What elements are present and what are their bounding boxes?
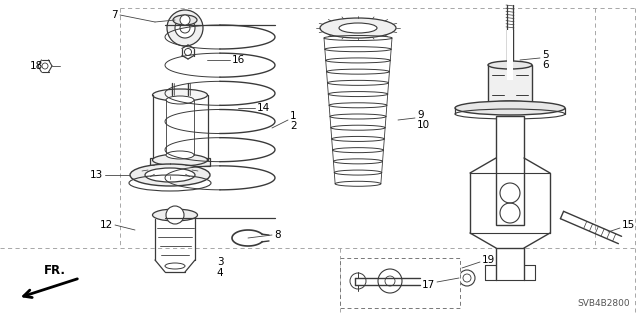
Bar [507,30,513,80]
Bar [496,116,524,225]
Ellipse shape [145,168,195,182]
Text: 18: 18 [30,61,44,71]
Circle shape [175,18,195,38]
Text: 5: 5 [542,50,548,60]
Ellipse shape [173,15,197,25]
Text: 17: 17 [422,280,435,290]
Text: 10: 10 [417,120,430,130]
Ellipse shape [166,151,194,159]
FancyBboxPatch shape [150,158,210,166]
Text: 15: 15 [622,220,636,230]
Text: 2: 2 [290,121,296,131]
Circle shape [166,206,184,224]
Text: 4: 4 [217,268,223,278]
Text: 14: 14 [257,103,270,113]
Text: 9: 9 [417,110,424,120]
Text: SVB4B2800: SVB4B2800 [577,299,630,308]
Circle shape [180,23,190,33]
Text: FR.: FR. [44,263,66,277]
Text: 16: 16 [232,55,245,65]
Ellipse shape [152,209,198,221]
Text: 7: 7 [111,10,118,20]
Ellipse shape [320,18,396,38]
Ellipse shape [455,101,565,115]
Text: 19: 19 [482,255,495,265]
Ellipse shape [339,23,377,33]
Text: 3: 3 [217,257,223,267]
Circle shape [180,15,190,25]
Circle shape [167,10,203,46]
Ellipse shape [152,154,207,166]
Ellipse shape [488,61,532,69]
Ellipse shape [166,96,194,104]
Text: 6: 6 [542,60,548,70]
Ellipse shape [488,101,532,109]
Ellipse shape [130,164,210,186]
Text: 1: 1 [290,111,296,121]
Text: 8: 8 [274,230,280,240]
Bar [488,65,532,105]
Text: 12: 12 [100,220,113,230]
Ellipse shape [152,89,207,101]
Ellipse shape [165,263,185,269]
Text: 13: 13 [90,170,103,180]
FancyBboxPatch shape [340,258,460,308]
